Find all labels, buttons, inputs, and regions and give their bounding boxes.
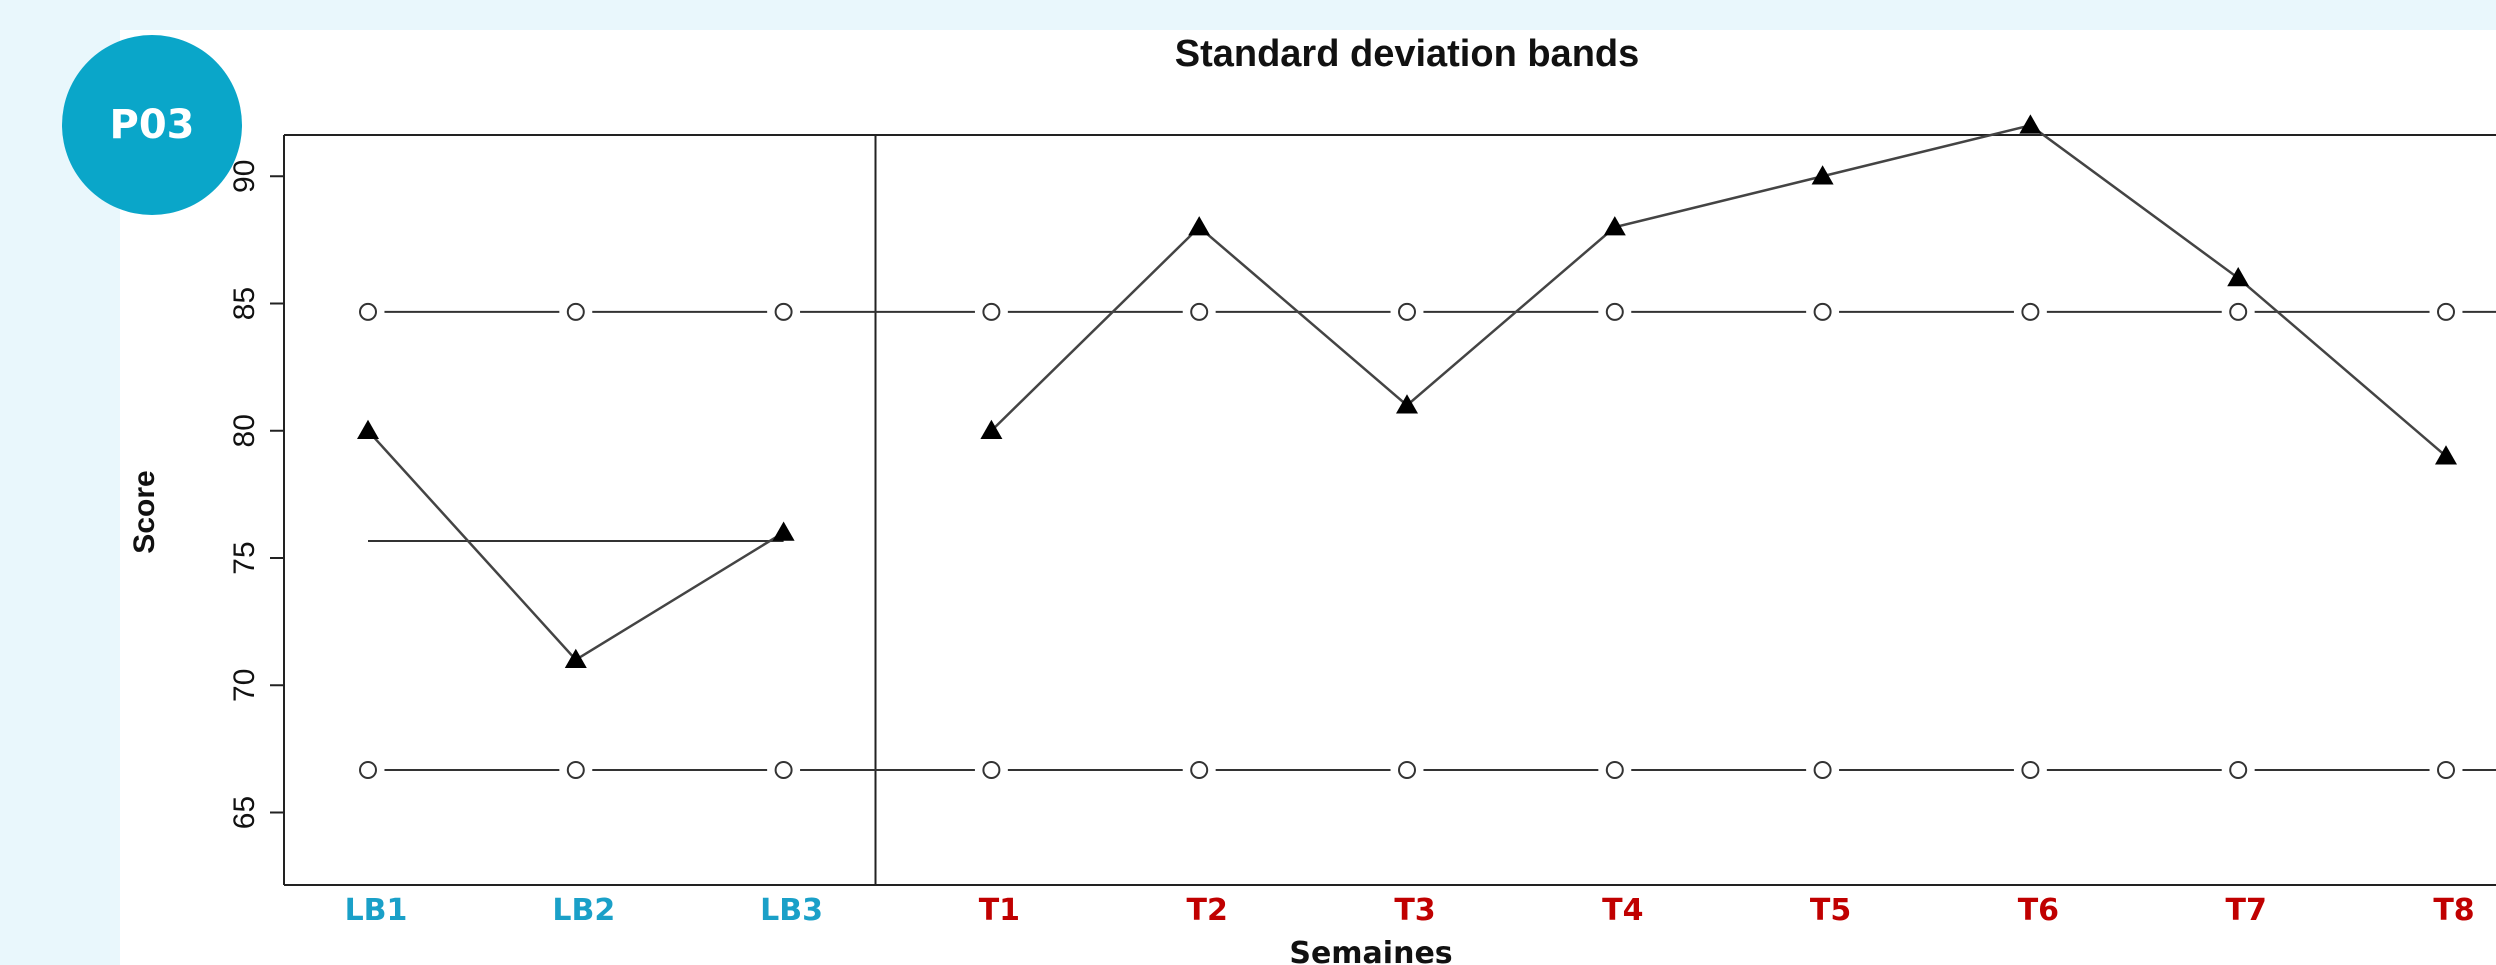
- series-line-phase-1: [367, 429, 785, 662]
- x-tick-label-T8: T8: [2433, 893, 2474, 928]
- upper-band-point-LB2: [566, 302, 585, 321]
- data-point-LB2: [564, 648, 587, 669]
- x-tick-label-T7: T7: [2226, 893, 2267, 928]
- lower-band-point-T5: [1813, 760, 1832, 779]
- lower-band-point-T3: [1398, 760, 1416, 779]
- x-axis-label: Semaines: [1289, 936, 1452, 965]
- upper-band-point-T8: [2437, 302, 2455, 321]
- upper-band-point-T1: [982, 302, 1001, 321]
- series-line-phase-2: [990, 123, 2447, 458]
- data-point-T8: [2435, 445, 2457, 465]
- page-background: [0, 0, 2496, 30]
- y-tick-label-80: 80: [228, 414, 261, 447]
- data-point-T5: [1811, 165, 1834, 185]
- chart-panel: [120, 30, 2496, 965]
- upper-band-point-LB1: [359, 302, 377, 321]
- participant-badge: P03: [62, 35, 242, 215]
- data-point-T4: [1603, 216, 1626, 236]
- x-tick-label-T6: T6: [2018, 893, 2059, 928]
- chart-title: Standard deviation bands: [1175, 33, 1640, 75]
- lower-band-point-T4: [1605, 760, 1624, 779]
- lower-band-point-LB3: [774, 760, 793, 779]
- upper-band-point-LB3: [774, 302, 793, 321]
- badge-label: P03: [109, 102, 195, 148]
- lower-band-point-T2: [1190, 760, 1209, 779]
- y-tick-label-65: 65: [228, 796, 261, 829]
- upper-band-point-T6: [2021, 302, 2040, 321]
- x-tick-label-T5: T5: [1810, 893, 1851, 928]
- lower-band-point-T1: [982, 760, 1001, 779]
- y-tick-label-75: 75: [228, 541, 261, 574]
- x-tick-label-LB2: LB2: [552, 893, 615, 928]
- upper-band-point-T3: [1398, 302, 1416, 321]
- lower-band-point-T7: [2229, 760, 2248, 779]
- data-point-T3: [1396, 394, 1418, 414]
- data-point-LB1: [357, 419, 379, 439]
- x-tick-label-T1: T1: [979, 893, 1020, 928]
- upper-band-point-T7: [2229, 302, 2248, 321]
- data-point-T6: [2019, 114, 2042, 134]
- data-point-T7: [2227, 267, 2250, 287]
- lower-band-point-LB2: [566, 760, 585, 779]
- plot-area: 65 70 75 80 85 90 LB1 LB2 LB3 T1 T2 T3 T4 T5 T6 T7 T8: [228, 114, 2496, 928]
- data-point-T1: [980, 419, 1003, 439]
- lower-band-point-T6: [2021, 760, 2040, 779]
- upper-band-point-T4: [1605, 302, 1624, 321]
- lower-band-point-LB1: [359, 760, 377, 779]
- upper-band-point-T5: [1813, 302, 1832, 321]
- y-tick-label-90: 90: [228, 160, 261, 193]
- x-tick-label-T3: T3: [1394, 893, 1435, 928]
- data-point-LB3: [772, 521, 795, 541]
- x-tick-label-T4: T4: [1602, 893, 1643, 928]
- upper-band-point-T2: [1190, 302, 1209, 321]
- x-tick-label-LB3: LB3: [760, 893, 823, 928]
- y-tick-label-85: 85: [228, 287, 261, 320]
- x-tick-label-LB1: LB1: [345, 893, 408, 928]
- lower-band-point-T8: [2437, 760, 2455, 779]
- y-tick-label-70: 70: [228, 669, 261, 702]
- x-tick-label-T2: T2: [1187, 893, 1228, 928]
- y-axis-label: Score: [128, 470, 161, 553]
- data-point-T2: [1188, 216, 1211, 236]
